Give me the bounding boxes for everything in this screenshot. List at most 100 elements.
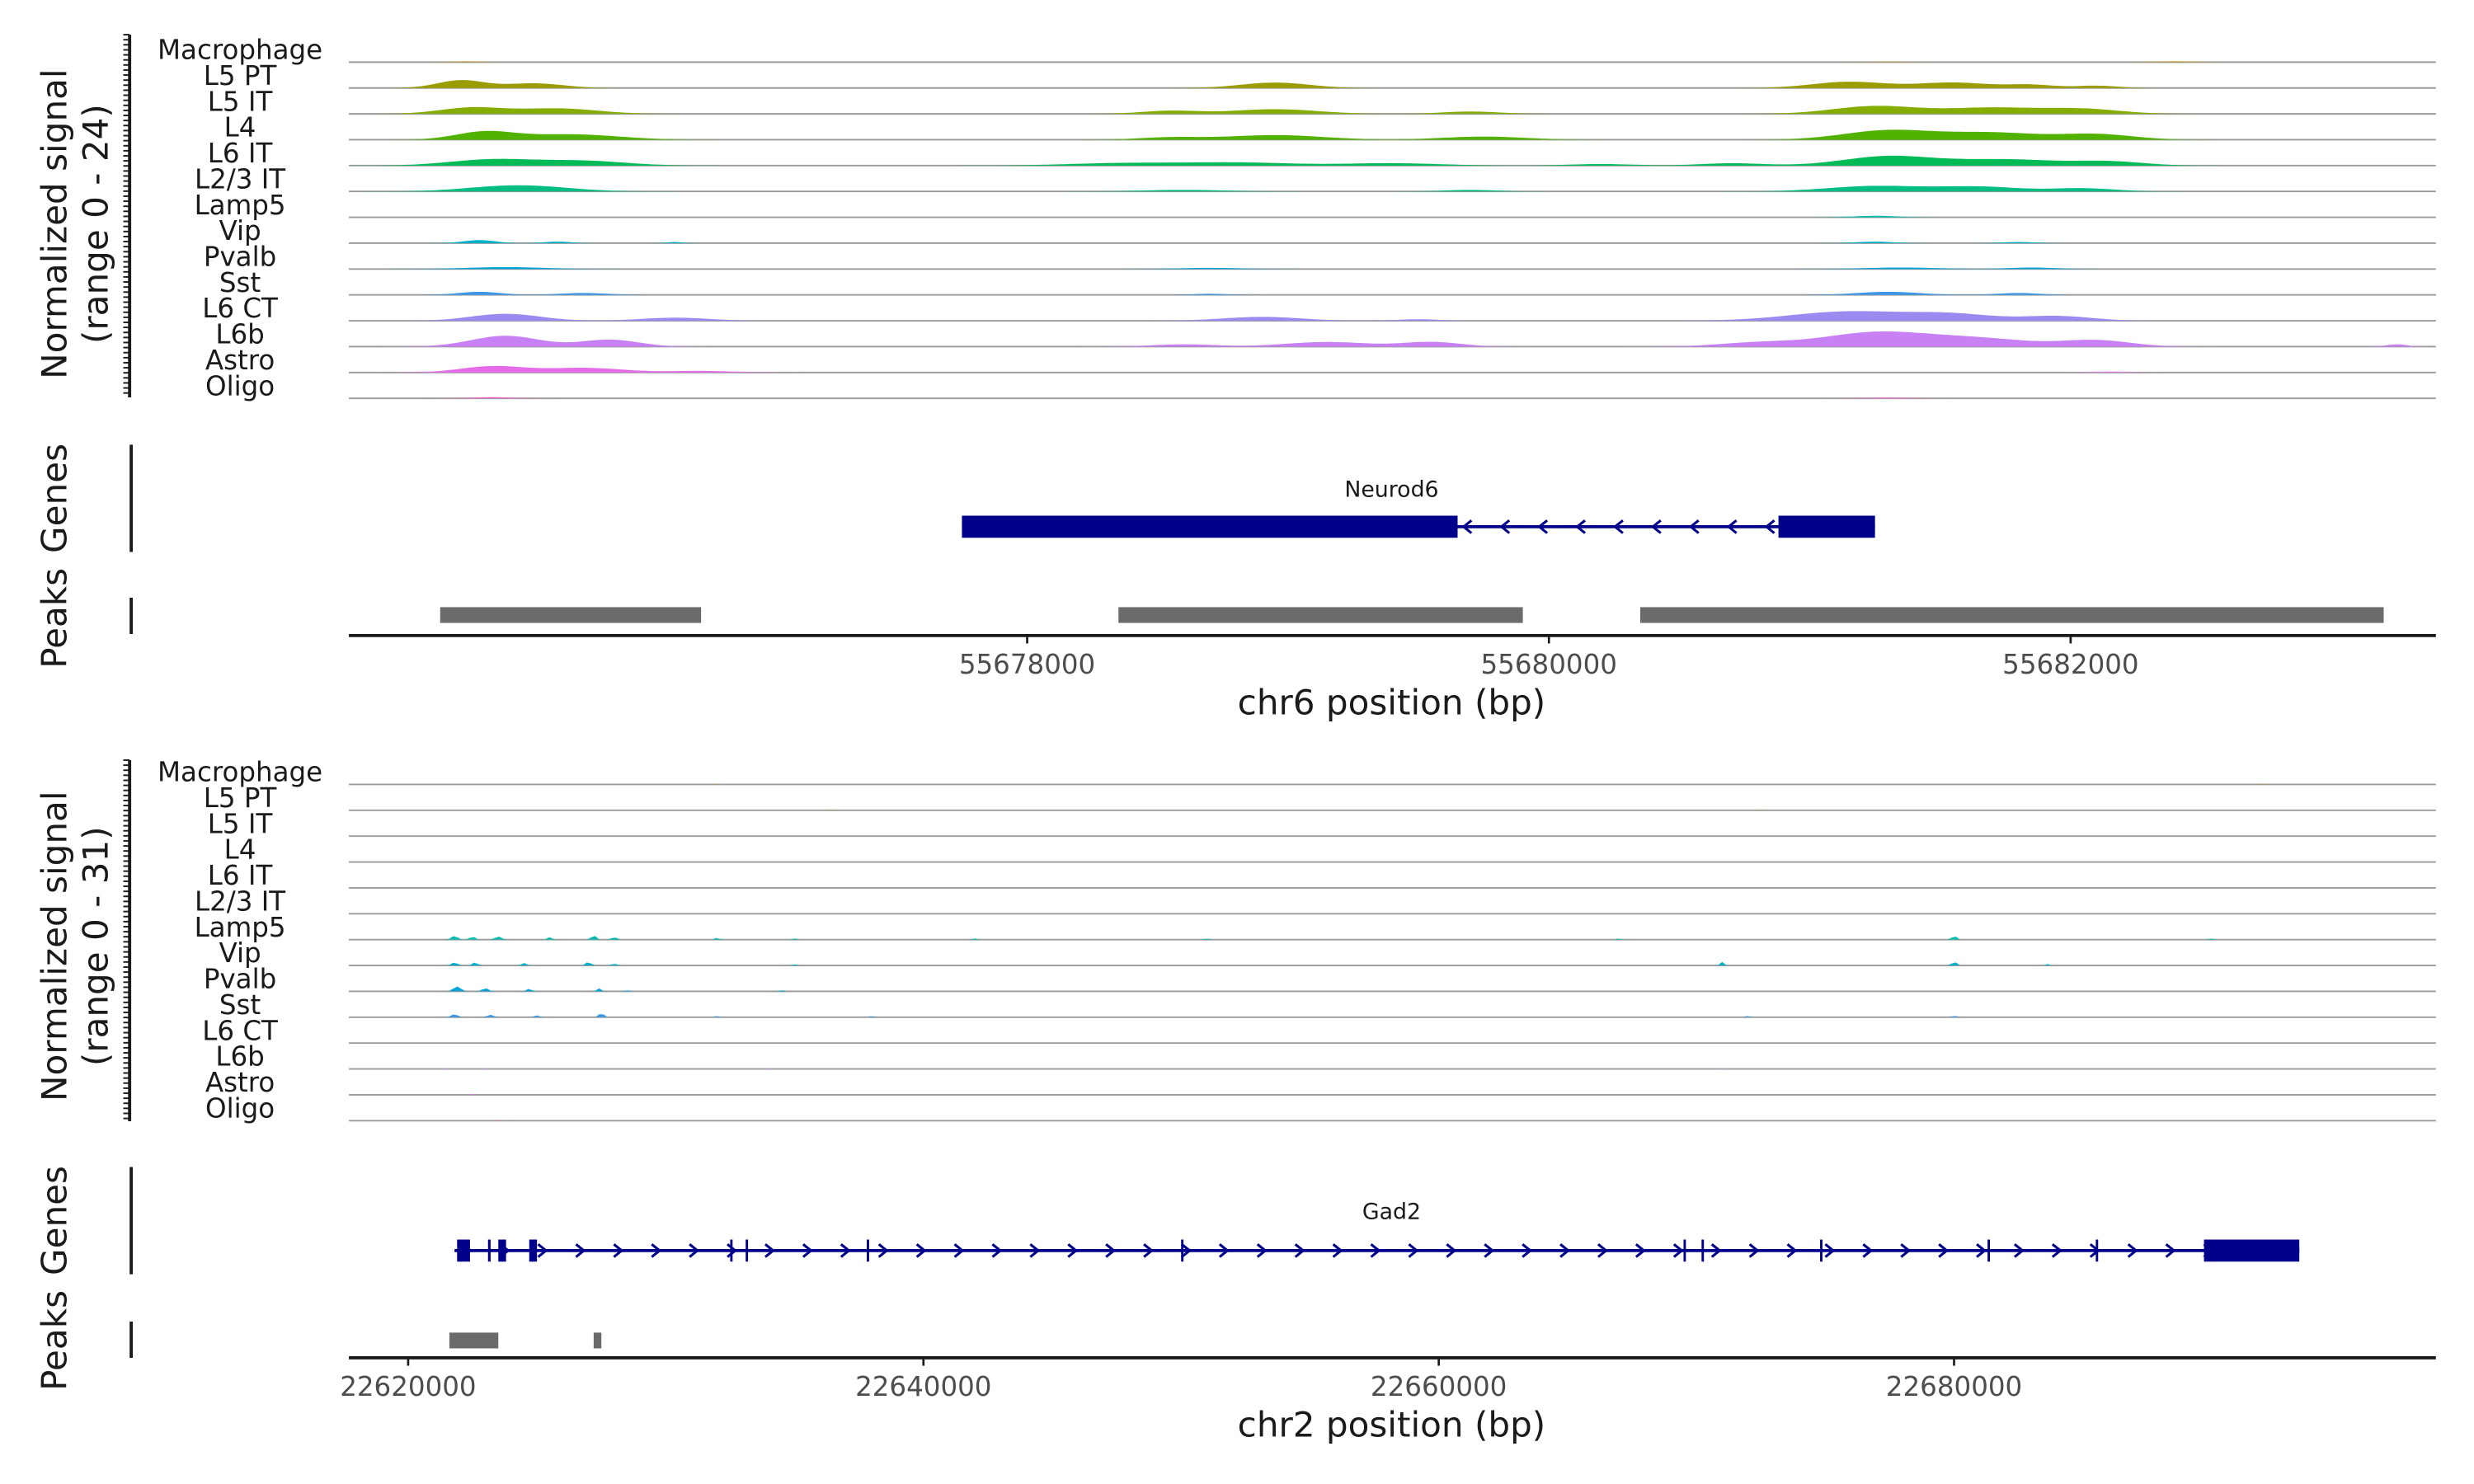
gene-exon <box>1987 1239 1991 1262</box>
strand-chevron <box>1559 1243 1571 1258</box>
strand-chevron <box>2014 1243 2025 1258</box>
strand-chevron <box>1522 1243 1533 1258</box>
coverage-area <box>349 155 2436 166</box>
gene-exon <box>1701 1239 1705 1262</box>
peaks-track-label: Peaks <box>35 1290 75 1391</box>
strand-chevron <box>1461 519 1473 534</box>
track-label: L2/3 IT <box>195 885 285 917</box>
coverage-area <box>349 185 2436 192</box>
gene-name-label: Gad2 <box>1362 1200 1421 1225</box>
coverage-track: L4 <box>224 112 2436 143</box>
peak-region <box>1118 607 1523 623</box>
strand-chevron <box>991 1243 1003 1258</box>
track-label: Lamp5 <box>195 190 286 221</box>
strand-chevron <box>1634 1243 1646 1258</box>
strand-chevron <box>1408 1243 1419 1258</box>
coverage-track: Lamp5 <box>195 912 2436 943</box>
strand-chevron <box>1612 519 1624 534</box>
peak-region <box>1639 607 2384 623</box>
x-tick-label: 22640000 <box>855 1371 991 1402</box>
gene-exon <box>1683 1239 1686 1262</box>
strand-chevron <box>575 1243 586 1258</box>
coverage-track: L6b <box>215 319 2436 350</box>
x-axis: 22620000 22640000 22660000 22680000 <box>340 1356 2436 1402</box>
track-label: Macrophage <box>158 757 322 788</box>
strand-chevron <box>1499 519 1511 534</box>
coverage-track: Pvalb <box>204 242 2436 273</box>
strand-chevron <box>877 1243 889 1258</box>
track-label: L5 PT <box>204 60 277 92</box>
gene-exon <box>730 1239 733 1262</box>
strand-chevron <box>1726 519 1738 534</box>
strand-chevron <box>915 1243 927 1258</box>
strand-chevron <box>1332 1243 1343 1258</box>
strand-chevron <box>1256 1243 1268 1258</box>
gene-exon <box>745 1239 749 1262</box>
track-label: Vip <box>219 215 261 247</box>
track-label: Sst <box>219 267 261 298</box>
gene-exon <box>529 1239 538 1262</box>
coverage-area <box>349 311 2436 322</box>
strand-chevron <box>1218 1243 1230 1258</box>
strand-chevron <box>689 1243 700 1258</box>
coverage-area <box>349 61 2436 63</box>
x-tick-label: 22680000 <box>1886 1371 2022 1402</box>
x-axis: 55678000 55680000 55682000 <box>349 633 2436 680</box>
gene-track <box>129 1167 2300 1275</box>
peaks-track-label: Peaks <box>35 568 75 669</box>
strand-chevron <box>1688 519 1700 534</box>
strand-chevron <box>1786 1243 1798 1258</box>
track-label: L6b <box>215 319 264 350</box>
strand-chevron <box>1650 519 1662 534</box>
gene-exon <box>2204 1239 2300 1262</box>
gene-exon <box>457 1239 470 1262</box>
gene-exon <box>498 1239 506 1262</box>
track-label: Macrophage <box>158 35 322 66</box>
strand-chevron <box>537 1243 548 1258</box>
coverage-track: L6 CT <box>202 1015 2436 1046</box>
peak-track <box>129 1321 602 1358</box>
coverage-panel-chr6: Normalized signal (range 0 - 24) Genes P… <box>35 34 2436 723</box>
peak-track <box>129 597 2384 634</box>
coverage-track: Sst <box>219 267 2436 298</box>
strand-chevron <box>1672 1243 1684 1258</box>
strand-chevron <box>764 1243 776 1258</box>
x-tick-label: 22660000 <box>1371 1371 1507 1402</box>
strand-chevron <box>2127 1243 2138 1258</box>
coverage-track: L6b <box>215 1041 2436 1073</box>
strand-chevron <box>1537 519 1549 534</box>
strand-chevron <box>1294 1243 1305 1258</box>
track-label: L5 IT <box>208 86 273 117</box>
strand-chevron <box>1446 1243 1457 1258</box>
coverage-track: Vip <box>219 937 2436 969</box>
coverage-area <box>349 266 2436 270</box>
coverage-track: Pvalb <box>204 964 2436 995</box>
track-label: L5 IT <box>208 808 273 839</box>
track-label: L5 PT <box>204 782 277 814</box>
track-label: L6 IT <box>208 860 273 891</box>
coverage-track: L6 CT <box>202 293 2436 324</box>
track-label: Lamp5 <box>195 912 286 943</box>
strand-chevron <box>613 1243 624 1258</box>
strand-chevron <box>651 1243 662 1258</box>
x-axis-title: chr2 position (bp) <box>1238 1405 1546 1445</box>
strand-chevron <box>1143 1243 1155 1258</box>
track-label: Pvalb <box>204 242 276 273</box>
strand-chevron <box>1938 1243 1950 1258</box>
coverage-area <box>349 240 2436 243</box>
gene-exon <box>1181 1239 1184 1262</box>
strand-chevron <box>1764 519 1776 534</box>
gene-name-label: Neurod6 <box>1344 477 1438 503</box>
coverage-track: Lamp5 <box>195 190 2436 221</box>
gene-exon <box>1820 1239 1823 1262</box>
coverage-track: L6 IT <box>208 860 2436 891</box>
strand-chevron <box>1976 1243 1987 1258</box>
gene-track <box>129 444 1875 552</box>
panel-ylabel-line1: Normalized signal <box>35 68 75 378</box>
strand-chevron <box>1862 1243 1874 1258</box>
genes-track-label: Genes <box>35 444 75 553</box>
strand-chevron <box>1597 1243 1608 1258</box>
coverage-track: L2/3 IT <box>195 885 2436 917</box>
